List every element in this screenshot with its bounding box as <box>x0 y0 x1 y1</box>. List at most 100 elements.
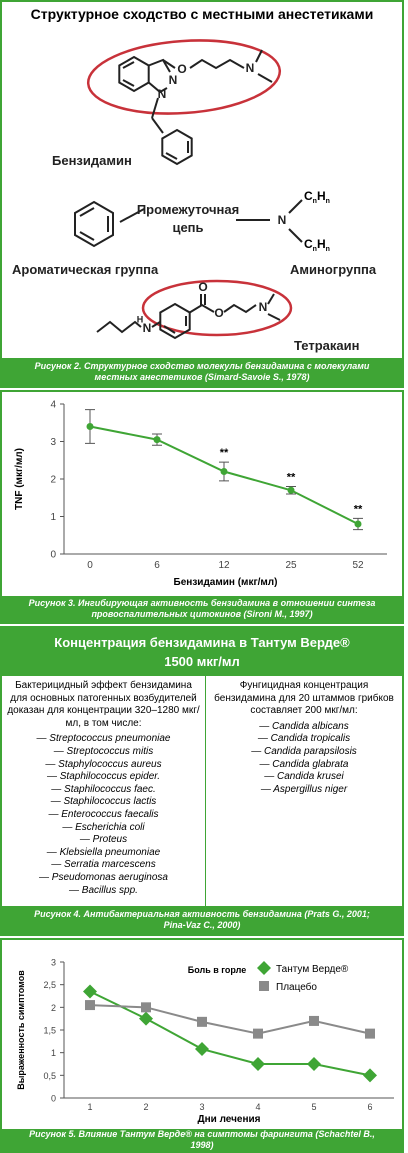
chain <box>223 303 257 314</box>
list-item: — Escherichia coli <box>62 821 145 833</box>
legend-marker <box>259 981 269 991</box>
list-item: — Bacillus spp. <box>69 884 138 896</box>
table-figure: Концентрация бензидамина в Тантум Верде®… <box>0 626 404 936</box>
point <box>363 1068 377 1083</box>
atom: N <box>158 87 167 101</box>
y-tick-label: 1 <box>51 1048 56 1058</box>
bond <box>148 81 168 94</box>
label: цепь <box>172 220 203 235</box>
label: Аминогруппа <box>290 262 377 277</box>
list-item: — Candida albicans <box>259 720 349 732</box>
point <box>309 1015 319 1026</box>
point <box>220 468 228 475</box>
substituent: CnHn <box>304 237 330 253</box>
atom: O <box>214 306 223 320</box>
list-item: — Candida krusei <box>264 771 344 783</box>
bond <box>151 117 164 134</box>
right-column: Фунгицидная концентрация бензидамина для… <box>206 676 402 906</box>
chain <box>189 58 245 70</box>
point <box>251 1057 265 1071</box>
list-item: — Serratia marcescens <box>51 859 156 871</box>
x-tick-label: 3 <box>199 1102 204 1112</box>
list-item: — Proteus <box>79 834 128 846</box>
point <box>141 1002 151 1013</box>
caption: Рисунок 5. Влияние Тантум Верде® на симп… <box>2 1129 402 1151</box>
atom: N <box>143 321 152 335</box>
y-tick-label: 4 <box>50 400 56 411</box>
bond <box>122 79 135 87</box>
annotation: Боль в горле <box>188 965 247 975</box>
bond <box>151 321 161 328</box>
bond <box>165 152 178 160</box>
ring <box>74 200 114 248</box>
table-header: Концентрация бензидамина в Тантум Верде®… <box>2 628 402 676</box>
point <box>197 1016 207 1027</box>
y-axis-label: TNF (мкг/мл) <box>14 448 25 510</box>
title-line: 1500 мкг/мл <box>164 654 240 669</box>
connector <box>119 208 145 223</box>
highlight <box>86 39 282 115</box>
bond <box>162 59 176 69</box>
x-tick-label: 12 <box>218 560 230 571</box>
list-item: — Staphilococcus epider. <box>46 771 161 783</box>
symptom-figure: 0 0,5 1 1,5 2 2,5 3 1 2 3 4 5 6 Дни лечения Выраженнос… <box>0 938 404 1153</box>
bond <box>288 228 303 243</box>
legend-label: Плацебо <box>276 981 317 993</box>
y-tick-label: 2 <box>50 475 56 486</box>
structure-figure: Структурное сходство с местными анестети… <box>0 0 404 388</box>
x-tick-label: 2 <box>143 1102 148 1112</box>
point <box>287 486 295 494</box>
x-tick-label: 4 <box>255 1102 260 1112</box>
highlight <box>141 279 293 337</box>
x-tick-label: 52 <box>352 560 364 571</box>
bond <box>122 61 135 69</box>
label: Промежуточная <box>137 202 239 217</box>
atom: N <box>259 300 268 314</box>
bond <box>255 49 263 63</box>
x-axis-label: Дни лечения <box>197 1114 260 1125</box>
column-header: Бактерицидный эффект бензидамина для осн… <box>7 680 200 729</box>
x-tick-label: 25 <box>285 560 297 571</box>
x-tick-label: 1 <box>87 1102 92 1112</box>
label: Ароматическая группа <box>12 262 159 277</box>
chain <box>96 320 142 334</box>
bond <box>267 313 281 321</box>
y-tick-label: 1,5 <box>43 1026 56 1036</box>
label: Тетракаин <box>294 338 359 353</box>
atom: O <box>198 280 207 294</box>
y-tick-label: 3 <box>51 958 56 968</box>
legend-marker <box>257 961 271 975</box>
y-tick-label: 0 <box>51 1094 56 1104</box>
bond <box>79 207 95 217</box>
point <box>354 520 362 528</box>
list-item: — Candida tropicalis <box>257 733 351 745</box>
point <box>86 423 94 430</box>
label: Бензидамин <box>52 153 132 168</box>
list-item: — Candida glabrata <box>259 758 349 770</box>
line <box>89 990 371 1077</box>
x-tick-label: 5 <box>311 1102 316 1112</box>
point <box>307 1057 321 1071</box>
left-column: Бактерицидный эффект бензидамина для осн… <box>2 676 206 906</box>
caption: Рисунок 4. Антибактериальная активность … <box>2 906 402 934</box>
title-line: Концентрация бензидамина в Тантум Верде® <box>54 635 350 650</box>
atom: N <box>246 61 255 75</box>
list-item: — Streptococcus pneumoniae <box>36 733 171 745</box>
list-item: — Staphylococcus aureus <box>45 758 162 770</box>
bond <box>267 293 275 305</box>
list-item: — Staphilococcus lactis <box>50 796 157 808</box>
value-annotation: ** <box>354 503 363 515</box>
y-tick-label: 3 <box>50 437 56 448</box>
legend-label: Тантум Верде® <box>276 964 349 975</box>
bond <box>163 325 176 334</box>
bond <box>288 199 303 214</box>
point <box>153 436 161 444</box>
y-tick-label: 1 <box>50 512 56 523</box>
point <box>83 984 97 999</box>
list-item: — Aspergillus niger <box>260 783 348 795</box>
figure-title: Структурное сходство с местными анестети… <box>31 6 374 22</box>
bond <box>151 97 159 119</box>
list-item: — Streptococcus mitis <box>53 745 154 757</box>
